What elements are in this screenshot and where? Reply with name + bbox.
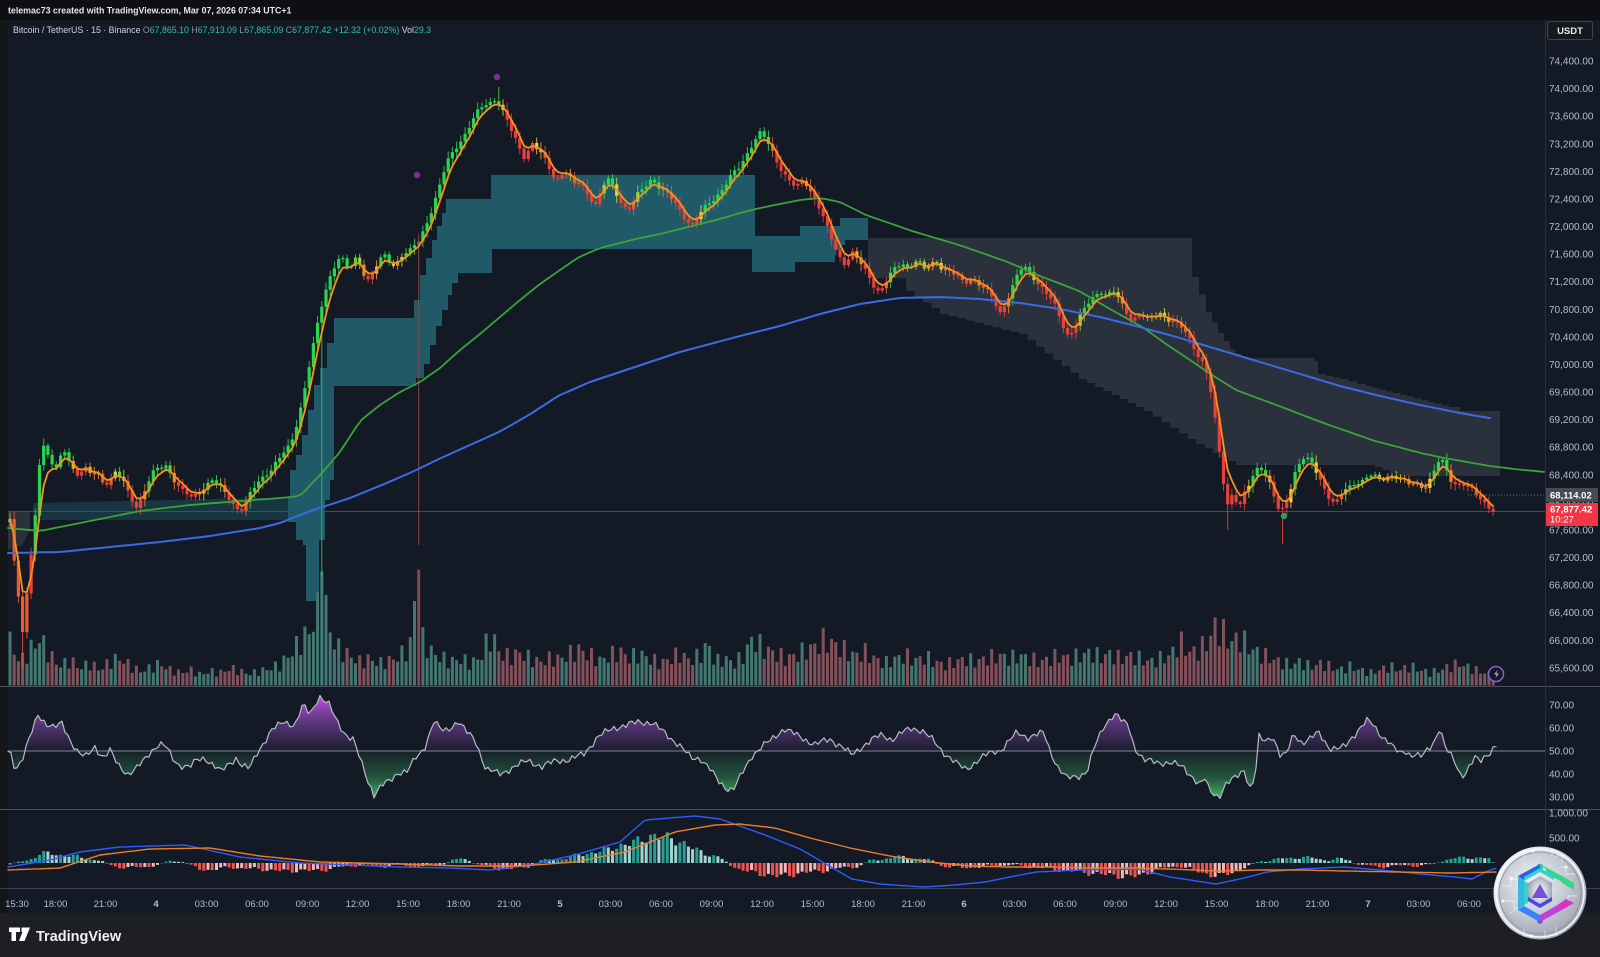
svg-text:10:27: 10:27 xyxy=(1550,515,1574,526)
svg-text:30.00: 30.00 xyxy=(1549,793,1574,804)
svg-text:72,400.00: 72,400.00 xyxy=(1549,194,1594,205)
svg-text:03:00: 03:00 xyxy=(1407,899,1431,910)
svg-text:Bitcoin / TetherUS · 15 · Bina: Bitcoin / TetherUS · 15 · Binance O67,86… xyxy=(13,25,431,35)
svg-text:21:00: 21:00 xyxy=(94,899,118,910)
svg-text:18:00: 18:00 xyxy=(1255,899,1279,910)
svg-text:67,200.00: 67,200.00 xyxy=(1549,553,1594,564)
svg-text:06:00: 06:00 xyxy=(1457,899,1481,910)
svg-text:70,400.00: 70,400.00 xyxy=(1549,332,1594,343)
svg-text:71,200.00: 71,200.00 xyxy=(1549,277,1594,288)
svg-text:66,800.00: 66,800.00 xyxy=(1549,581,1594,592)
svg-text:06:00: 06:00 xyxy=(245,899,269,910)
svg-text:12:00: 12:00 xyxy=(346,899,370,910)
svg-text:69,600.00: 69,600.00 xyxy=(1549,388,1594,399)
svg-text:06:00: 06:00 xyxy=(1053,899,1077,910)
svg-text:4: 4 xyxy=(153,899,159,910)
svg-text:03:00: 03:00 xyxy=(1003,899,1027,910)
svg-text:40.00: 40.00 xyxy=(1549,770,1574,781)
svg-text:12:00: 12:00 xyxy=(1154,899,1178,910)
svg-text:72,000.00: 72,000.00 xyxy=(1549,222,1594,233)
svg-text:70,000.00: 70,000.00 xyxy=(1549,360,1594,371)
svg-text:21:00: 21:00 xyxy=(902,899,926,910)
svg-text:74,000.00: 74,000.00 xyxy=(1549,84,1594,95)
svg-text:15:00: 15:00 xyxy=(396,899,420,910)
svg-text:03:00: 03:00 xyxy=(599,899,623,910)
svg-text:12:00: 12:00 xyxy=(750,899,774,910)
svg-text:66,000.00: 66,000.00 xyxy=(1549,636,1594,647)
svg-text:09:00: 09:00 xyxy=(296,899,320,910)
svg-text:69,200.00: 69,200.00 xyxy=(1549,415,1594,426)
svg-text:06:00: 06:00 xyxy=(649,899,673,910)
svg-text:67,877.42: 67,877.42 xyxy=(1550,505,1592,516)
svg-text:TradingView: TradingView xyxy=(36,929,122,945)
svg-text:66,400.00: 66,400.00 xyxy=(1549,608,1594,619)
svg-text:15:30: 15:30 xyxy=(5,899,29,910)
svg-text:6: 6 xyxy=(961,899,966,910)
svg-text:5: 5 xyxy=(557,899,563,910)
svg-text:72,800.00: 72,800.00 xyxy=(1549,167,1594,178)
svg-text:70,800.00: 70,800.00 xyxy=(1549,305,1594,316)
svg-text:18:00: 18:00 xyxy=(447,899,471,910)
svg-text:USDT: USDT xyxy=(1557,26,1583,37)
svg-text:50.00: 50.00 xyxy=(1549,747,1574,758)
svg-text:15:00: 15:00 xyxy=(801,899,825,910)
svg-text:03:00: 03:00 xyxy=(195,899,219,910)
svg-text:21:00: 21:00 xyxy=(1306,899,1330,910)
svg-text:68,400.00: 68,400.00 xyxy=(1549,470,1594,481)
svg-text:65,600.00: 65,600.00 xyxy=(1549,663,1594,674)
svg-text:18:00: 18:00 xyxy=(44,899,68,910)
svg-text:68,114.02: 68,114.02 xyxy=(1550,491,1592,502)
svg-text:7: 7 xyxy=(1365,899,1370,910)
svg-text:15:00: 15:00 xyxy=(1205,899,1229,910)
svg-text:73,600.00: 73,600.00 xyxy=(1549,112,1594,123)
svg-text:18:00: 18:00 xyxy=(851,899,875,910)
svg-text:09:00: 09:00 xyxy=(700,899,724,910)
svg-text:telemac73 created with Trading: telemac73 created with TradingView.com, … xyxy=(8,6,291,16)
svg-text:09:00: 09:00 xyxy=(1104,899,1128,910)
svg-text:67,600.00: 67,600.00 xyxy=(1549,526,1594,537)
svg-text:68,800.00: 68,800.00 xyxy=(1549,443,1594,454)
svg-text:1,000.00: 1,000.00 xyxy=(1549,809,1588,820)
svg-text:21:00: 21:00 xyxy=(497,899,521,910)
svg-text:60.00: 60.00 xyxy=(1549,724,1574,735)
svg-text:500.00: 500.00 xyxy=(1549,834,1580,845)
svg-text:73,200.00: 73,200.00 xyxy=(1549,139,1594,150)
svg-text:70.00: 70.00 xyxy=(1549,701,1574,712)
svg-text:71,600.00: 71,600.00 xyxy=(1549,250,1594,261)
svg-text:74,400.00: 74,400.00 xyxy=(1549,57,1594,68)
